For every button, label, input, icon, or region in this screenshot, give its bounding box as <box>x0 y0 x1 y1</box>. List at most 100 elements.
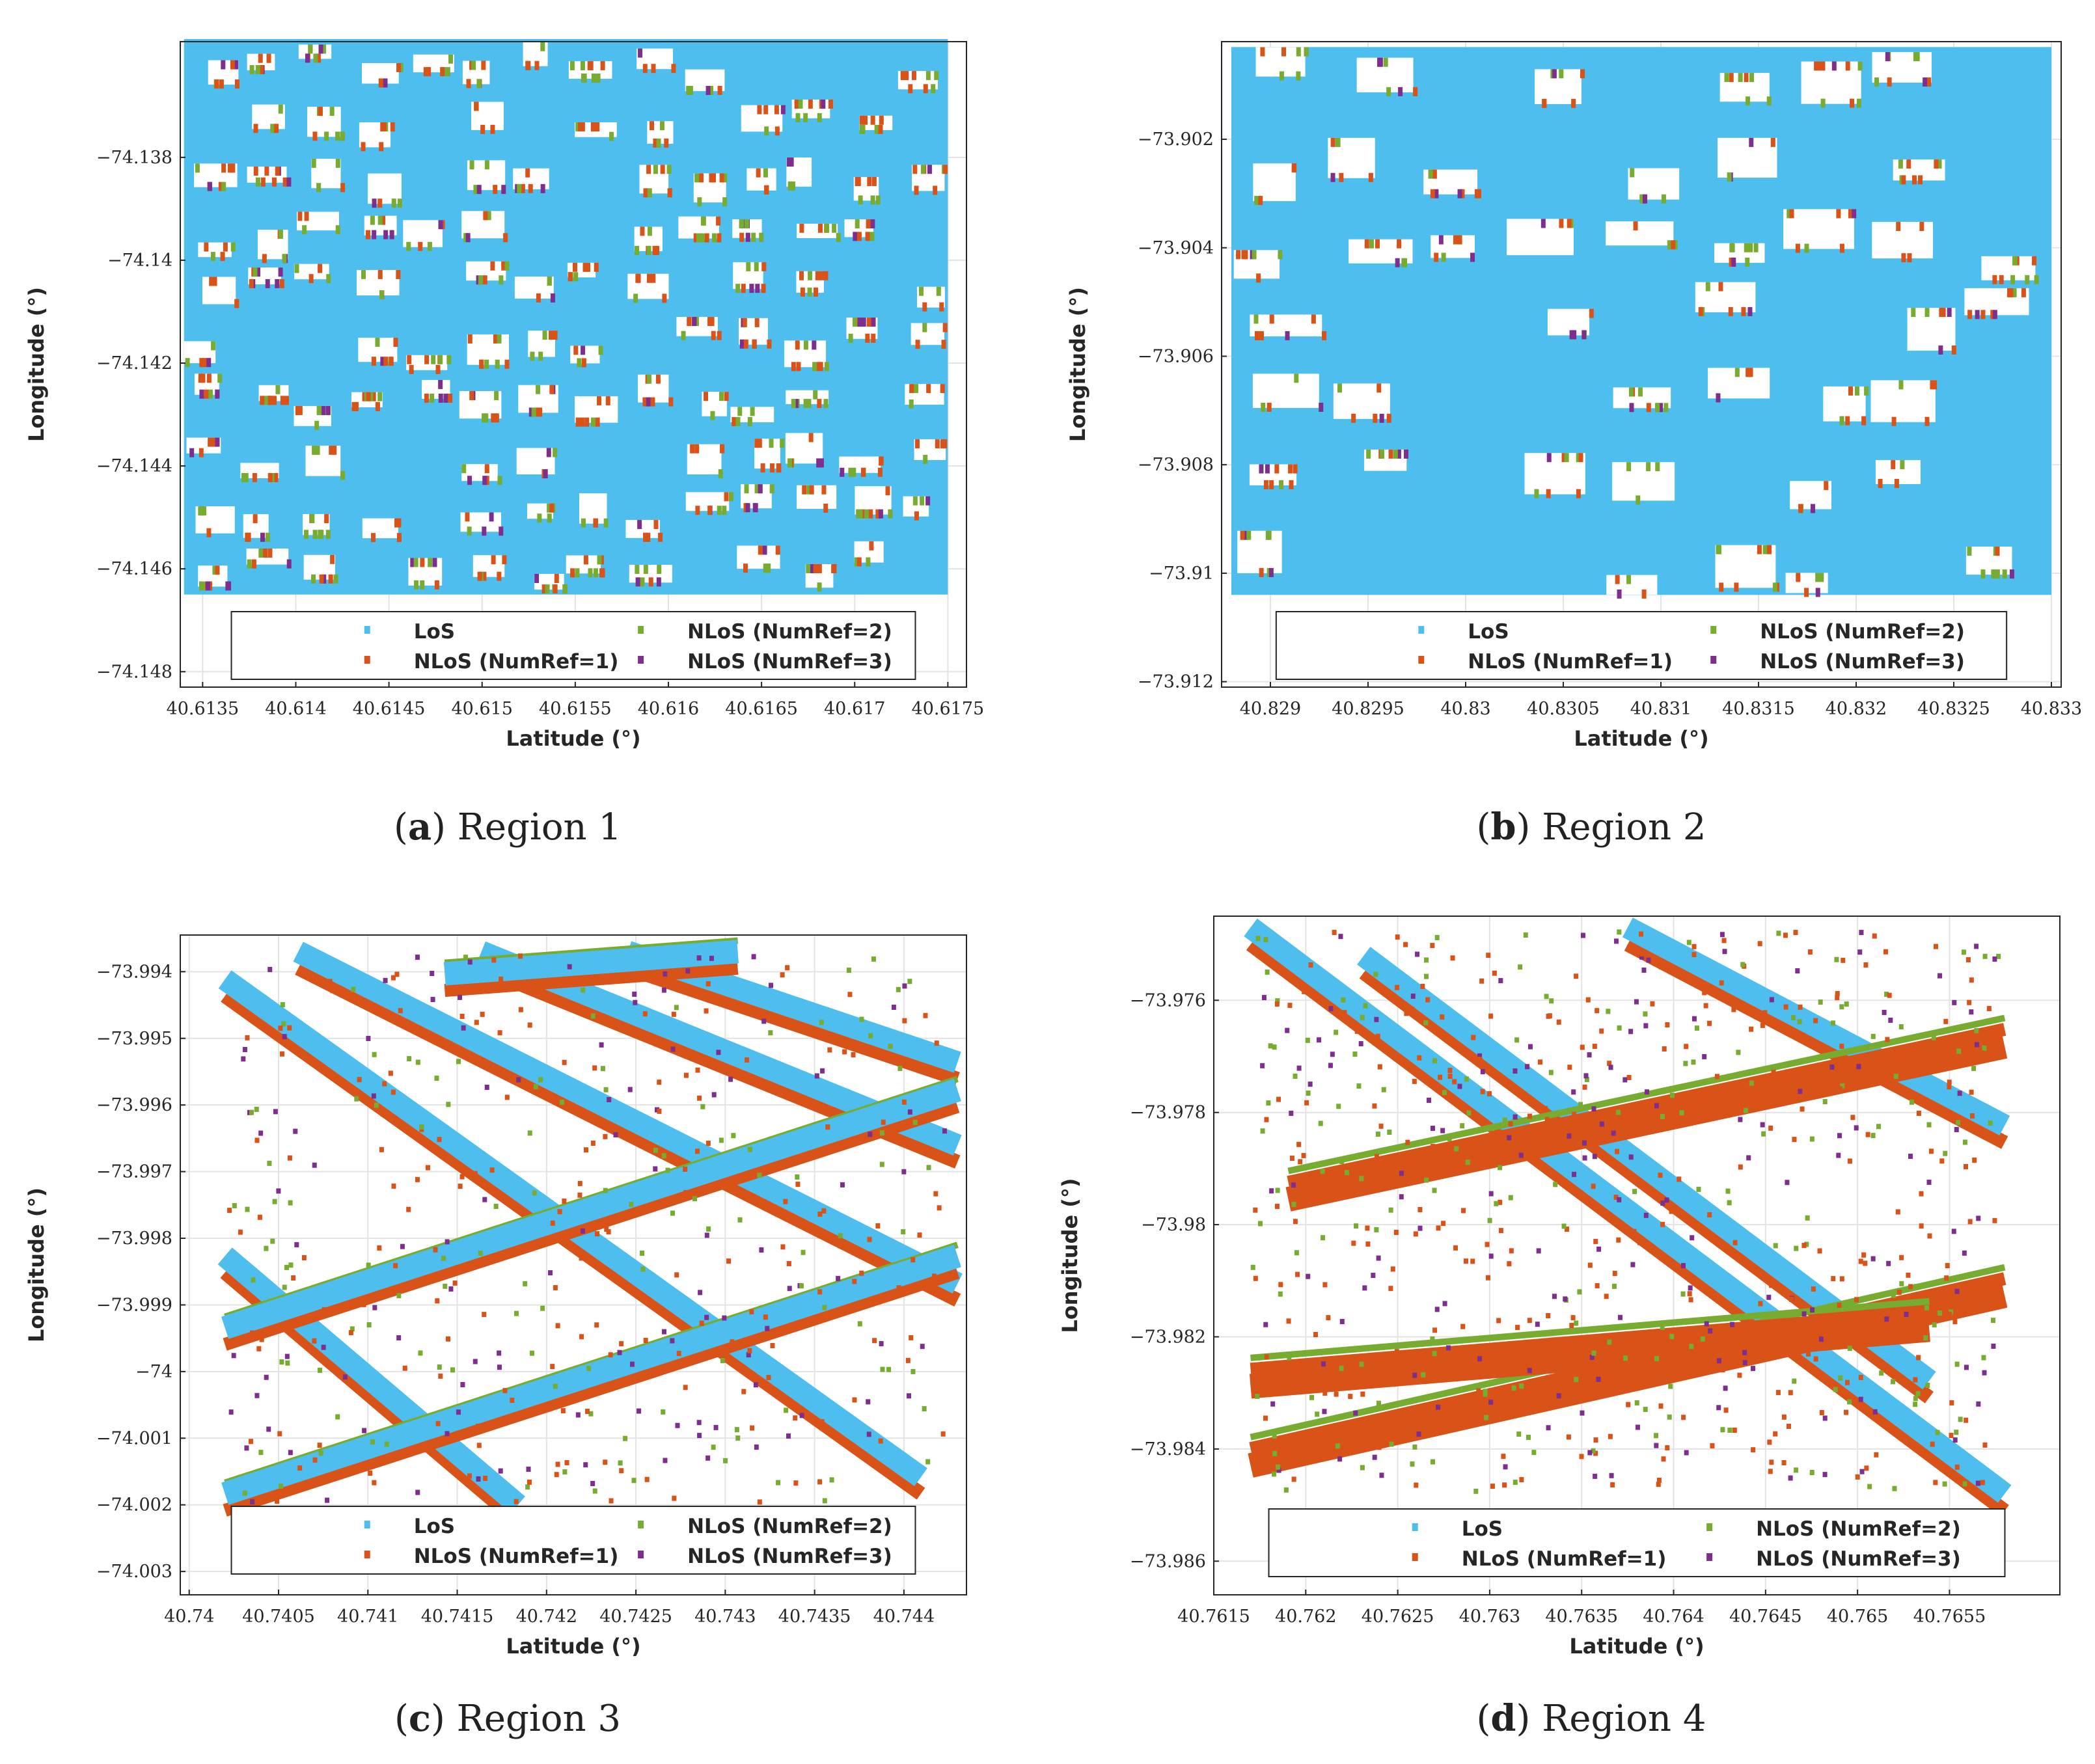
nlos-point <box>1432 1187 1437 1193</box>
nlos-point <box>1388 1286 1393 1292</box>
nlos-point <box>308 274 314 284</box>
nlos-point <box>550 1220 555 1226</box>
y-tick-label: −73.98 <box>1141 1215 1206 1235</box>
nlos-point <box>605 396 610 405</box>
nlos-point <box>940 384 945 394</box>
nlos-point <box>554 1472 559 1478</box>
nlos-point <box>559 1100 564 1106</box>
y-tick-label: −73.976 <box>1130 990 1206 1011</box>
nlos-point <box>651 273 656 283</box>
nlos-point <box>372 1480 377 1486</box>
nlos-point <box>608 1352 613 1358</box>
nlos-point <box>1660 1324 1665 1330</box>
nlos-point <box>1296 71 1301 81</box>
nlos-point <box>489 512 494 522</box>
nlos-point <box>775 545 780 555</box>
nlos-point <box>1587 1450 1593 1456</box>
nlos-point <box>1913 1284 1919 1290</box>
nlos-point <box>783 1199 788 1204</box>
nlos-point <box>1864 386 1869 396</box>
nlos-point <box>1980 1480 1985 1486</box>
nlos-point <box>560 1408 566 1414</box>
nlos-point <box>603 1087 609 1092</box>
nlos-point <box>266 1426 271 1432</box>
nlos-point <box>580 122 585 131</box>
nlos-point <box>295 405 300 415</box>
nlos-point <box>1362 1285 1367 1291</box>
nlos-point <box>1477 1057 1483 1063</box>
nlos-point <box>840 467 845 477</box>
nlos-point <box>446 1336 451 1342</box>
nlos-point <box>427 241 432 251</box>
nlos-point <box>920 1344 925 1350</box>
nlos-point <box>1730 1322 1735 1327</box>
nlos-point <box>282 177 288 187</box>
nlos-point <box>581 346 586 355</box>
nlos-point <box>1742 1360 1747 1366</box>
nlos-point <box>555 1461 560 1467</box>
nlos-point <box>763 1314 768 1320</box>
nlos-point <box>1867 1484 1872 1489</box>
x-tick-label: 40.7635 <box>1545 1607 1618 1627</box>
nlos-point <box>1729 243 1734 252</box>
nlos-point <box>878 1438 883 1444</box>
nlos-point <box>819 271 824 280</box>
nlos-point <box>1841 1303 1846 1309</box>
nlos-point <box>1410 1007 1415 1012</box>
nlos-point <box>226 581 232 591</box>
legend-label: LoS <box>414 620 455 644</box>
nlos-point <box>1937 1310 1942 1316</box>
nlos-point <box>1423 1020 1429 1025</box>
nlos-point <box>642 64 648 74</box>
nlos-point <box>342 1374 348 1380</box>
nlos-point <box>653 1147 658 1153</box>
nlos-point <box>241 1056 246 1062</box>
nlos-point <box>1962 1481 1967 1487</box>
nlos-point <box>1954 1361 1960 1367</box>
nlos-point <box>1933 1105 1938 1111</box>
nlos-point <box>1856 98 1861 108</box>
nlos-point <box>1626 575 1632 584</box>
nlos-point <box>817 223 823 233</box>
nlos-point <box>206 528 212 537</box>
nlos-point <box>310 514 315 524</box>
nlos-point <box>1260 1128 1265 1134</box>
nlos-point <box>764 185 769 195</box>
nlos-point <box>643 565 648 575</box>
nlos-point <box>586 1366 592 1372</box>
nlos-point <box>1630 1262 1636 1268</box>
legend-label: NLoS (NumRef=1) <box>1468 650 1673 673</box>
nlos-point <box>308 44 313 54</box>
nlos-point <box>1654 1356 1659 1362</box>
nlos-point <box>326 274 331 284</box>
nlos-point <box>1951 345 1956 355</box>
nlos-point <box>1710 1363 1715 1368</box>
nlos-point <box>1858 1396 1863 1402</box>
nlos-band <box>1285 1034 2008 1212</box>
nlos-point <box>750 407 755 416</box>
nlos-point <box>720 1357 725 1363</box>
nlos-point <box>282 1034 287 1040</box>
nlos-point <box>875 509 881 519</box>
nlos-point <box>513 1499 519 1504</box>
nlos-point <box>1911 175 1917 185</box>
x-ticks-region-2: 40.829 40.8295 40.83 40.8305 40.831 40.8315 40… <box>1240 682 2082 719</box>
nlos-point <box>593 518 598 528</box>
nlos-band <box>223 1100 960 1351</box>
nlos-point <box>1758 1301 1763 1307</box>
nlos-point <box>1615 575 1620 584</box>
nlos-point <box>866 219 871 229</box>
nlos-point <box>497 334 502 344</box>
nlos-point <box>1919 1223 1924 1229</box>
nlos-point <box>435 364 441 374</box>
nlos-point <box>1267 530 1272 540</box>
nlos-point <box>486 211 491 221</box>
nlos-point <box>1650 1001 1655 1007</box>
nlos-point <box>1375 1131 1380 1137</box>
nlos-point <box>1919 221 1924 231</box>
nlos-point <box>1332 930 1337 936</box>
nlos-point <box>737 407 743 416</box>
nlos-point <box>1804 588 1809 597</box>
nlos-point <box>1748 243 1753 252</box>
nlos-point <box>501 261 506 271</box>
